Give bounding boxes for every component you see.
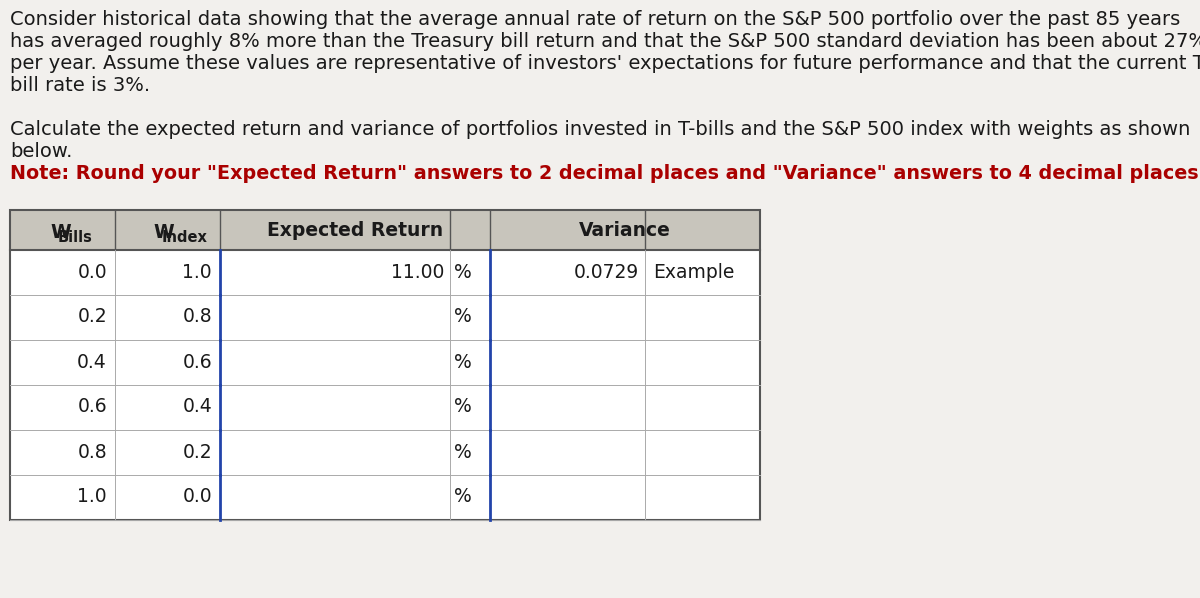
Bar: [10, 250, 760, 295]
Text: below.: below.: [10, 142, 72, 161]
Text: has averaged roughly 8% more than the Treasury bill return and that the S&P 500 : has averaged roughly 8% more than the Tr…: [10, 32, 1200, 51]
Text: 0.4: 0.4: [77, 352, 107, 371]
Bar: [10, 385, 760, 430]
Text: 1.0: 1.0: [77, 487, 107, 507]
Bar: [10, 430, 760, 475]
Text: W: W: [154, 222, 174, 242]
Text: %: %: [454, 263, 472, 282]
Text: bill rate is 3%.: bill rate is 3%.: [10, 76, 150, 95]
Bar: [10, 295, 760, 340]
Text: Consider historical data showing that the average annual rate of return on the S: Consider historical data showing that th…: [10, 10, 1181, 29]
Bar: [10, 340, 760, 385]
Text: W: W: [50, 222, 71, 242]
Text: %: %: [454, 398, 472, 416]
Bar: [10, 475, 760, 520]
Text: 0.2: 0.2: [182, 443, 212, 462]
Text: %: %: [454, 307, 472, 327]
Text: 0.8: 0.8: [182, 307, 212, 327]
Text: 0.8: 0.8: [77, 443, 107, 462]
Text: 0.2: 0.2: [77, 307, 107, 327]
Text: %: %: [454, 487, 472, 507]
Text: Bills: Bills: [58, 230, 92, 245]
Text: Calculate the expected return and variance of portfolios invested in T-bills and: Calculate the expected return and varian…: [10, 120, 1190, 139]
Text: 0.0729: 0.0729: [574, 263, 640, 282]
Text: 0.6: 0.6: [182, 352, 212, 371]
Text: per year. Assume these values are representative of investors' expectations for : per year. Assume these values are repres…: [10, 54, 1200, 73]
Text: 0.6: 0.6: [77, 398, 107, 416]
Text: Index: Index: [162, 230, 208, 245]
Text: 0.4: 0.4: [182, 398, 212, 416]
Text: 0.0: 0.0: [77, 263, 107, 282]
Text: 1.0: 1.0: [182, 263, 212, 282]
Text: Note: Round your "Expected Return" answers to 2 decimal places and "Variance" an: Note: Round your "Expected Return" answe…: [10, 164, 1200, 183]
Text: Variance: Variance: [580, 221, 671, 240]
Text: Example: Example: [653, 263, 734, 282]
Text: %: %: [454, 443, 472, 462]
Bar: [10, 210, 760, 250]
Text: Expected Return: Expected Return: [266, 221, 443, 240]
Text: 11.00: 11.00: [391, 263, 444, 282]
Text: %: %: [454, 352, 472, 371]
Text: 0.0: 0.0: [182, 487, 212, 507]
